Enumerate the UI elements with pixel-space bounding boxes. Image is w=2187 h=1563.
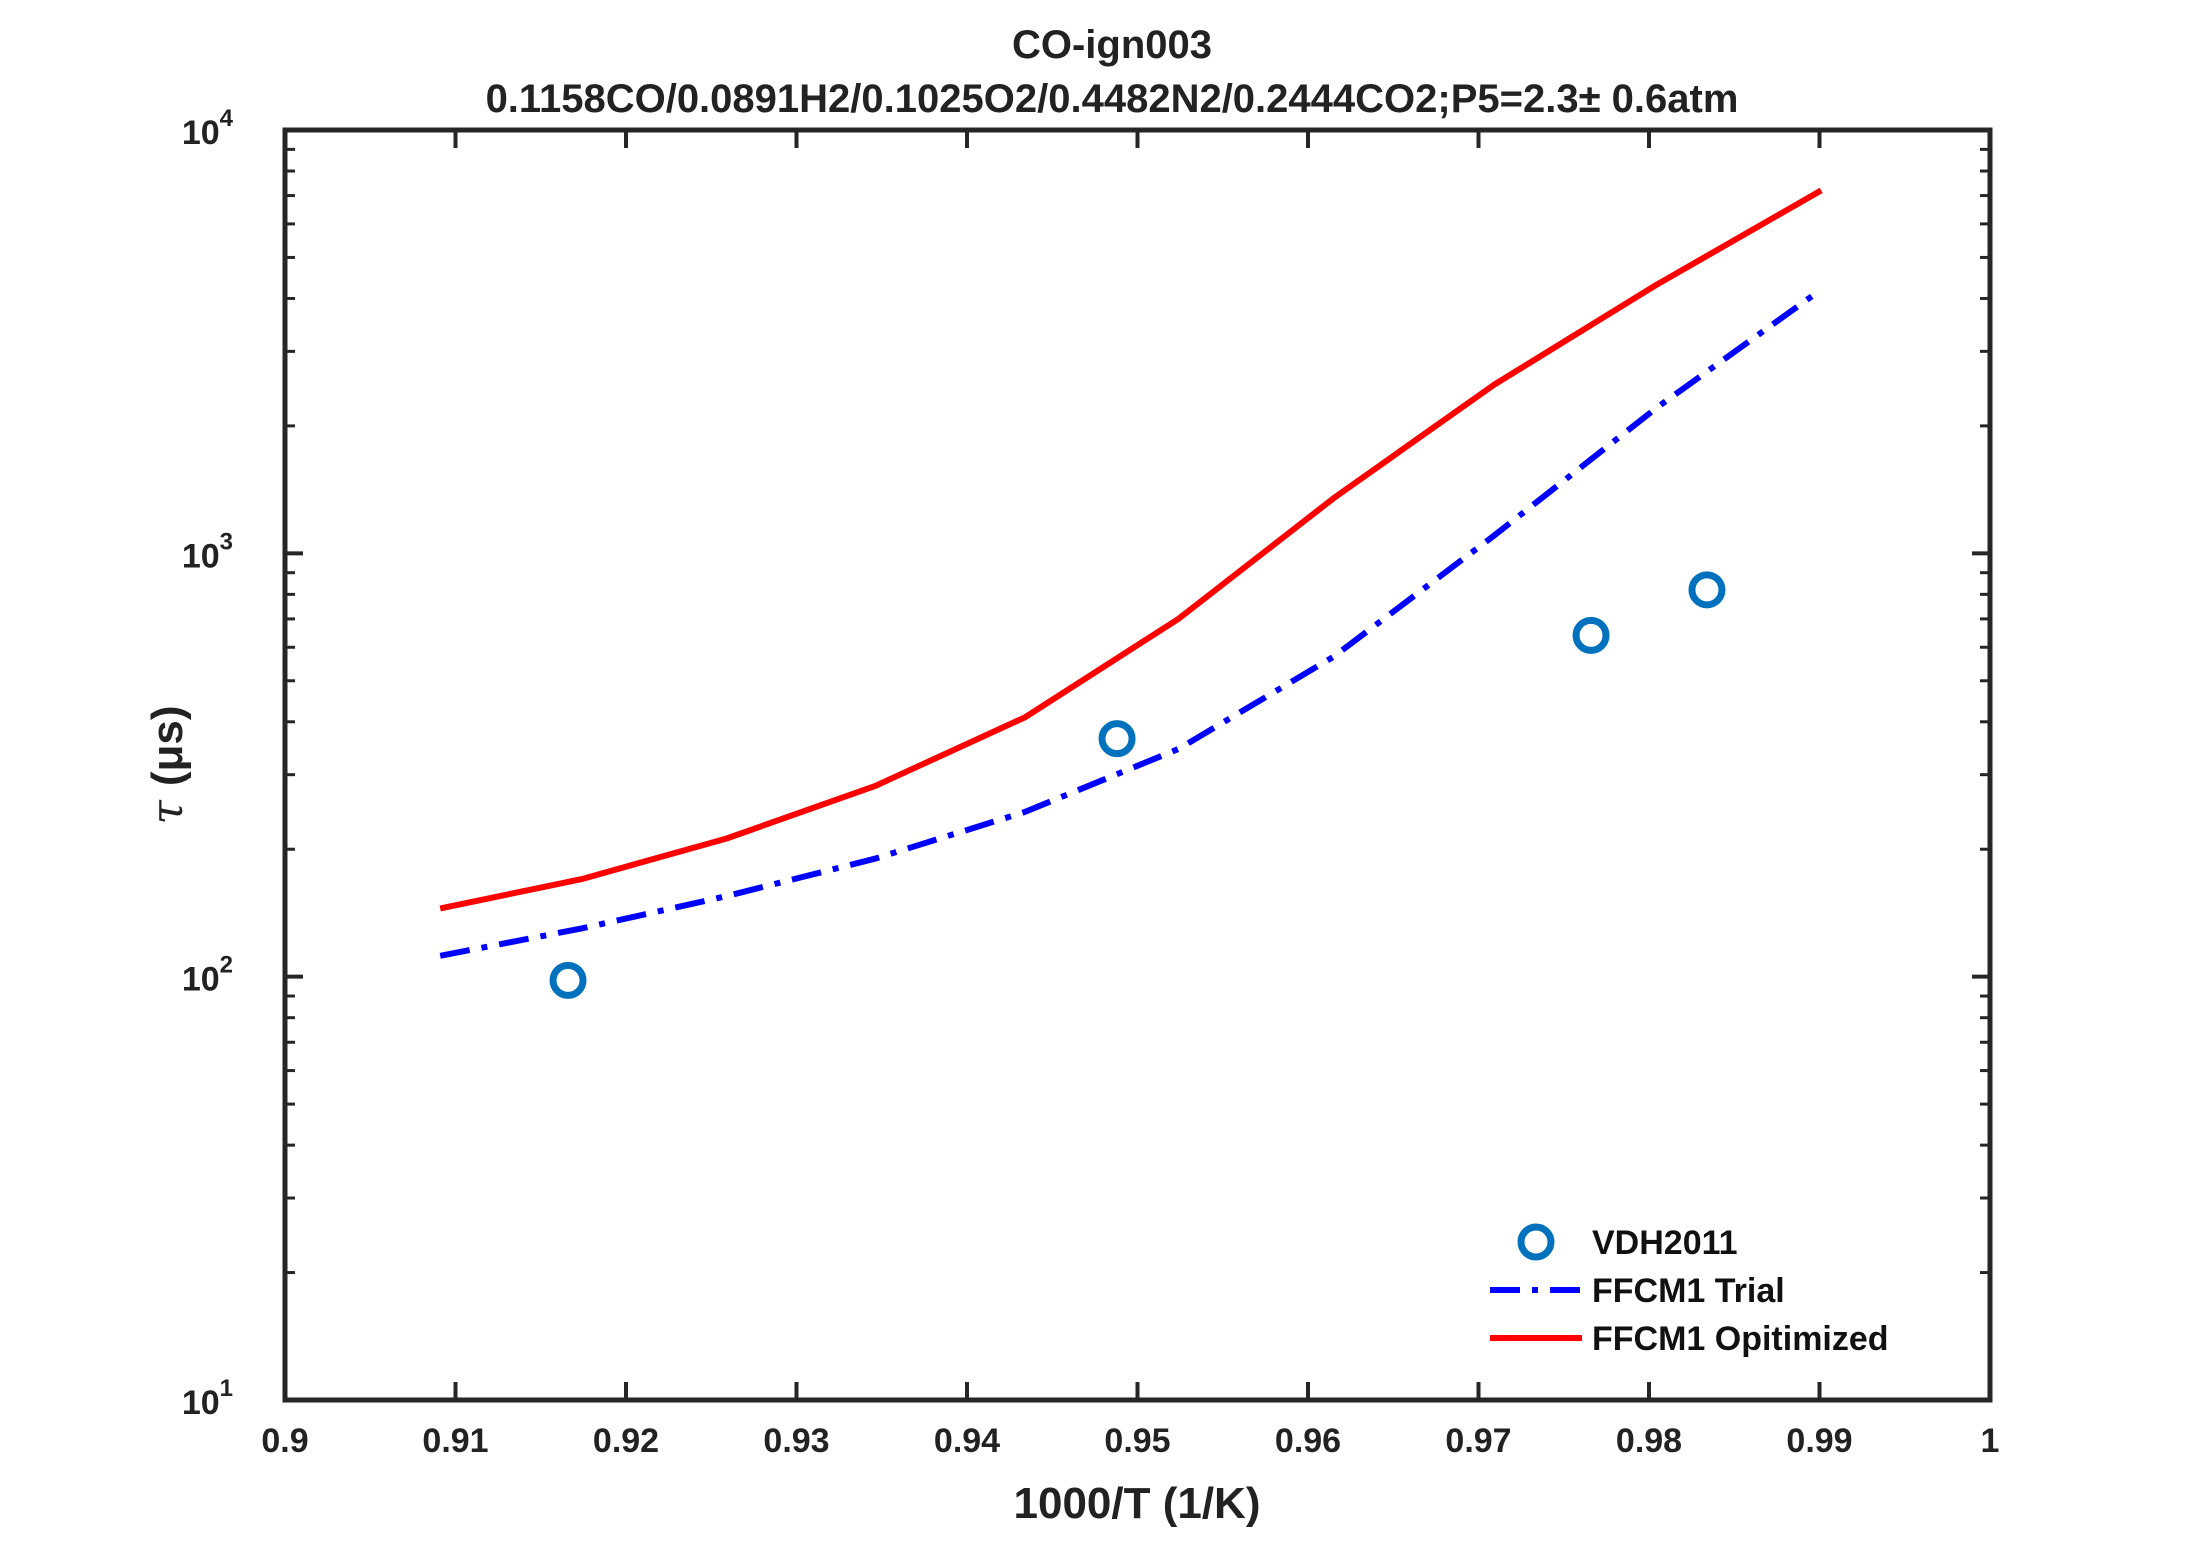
plot-frame <box>282 127 1993 1403</box>
y-tick-exponent: 4 <box>220 105 234 132</box>
legend-label: VDH2011 <box>1592 1224 1738 1262</box>
x-tick-labels: 0.9 0.91 0.92 0.93 0.94 0.95 0.96 0.97 0.98 0.99 1 <box>261 1422 1999 1460</box>
x-tick-label: 0.97 <box>1445 1422 1511 1460</box>
x-tick-label: 0.91 <box>422 1422 488 1460</box>
data-point <box>1688 571 1726 609</box>
x-tick-label: 1 <box>1981 1422 2000 1460</box>
chart-title: CO-ign003 <box>1012 23 1212 67</box>
series-line <box>439 287 1823 959</box>
y-tick-exponent: 1 <box>220 1375 233 1402</box>
x-tick-label: 0.94 <box>934 1422 1000 1460</box>
legend-label: FFCM1 Opitimized <box>1592 1320 1889 1358</box>
y-tick-label: 103 <box>182 528 233 575</box>
legend-marker <box>1517 1223 1555 1261</box>
x-tick-label: 0.96 <box>1275 1422 1341 1460</box>
data-point <box>1098 720 1136 758</box>
series-line <box>439 187 1823 912</box>
y-tick-exponent: 2 <box>220 952 233 979</box>
legend-label: FFCM1 Trial <box>1592 1272 1785 1310</box>
legend: VDH2011 FFCM1 Trial FFCM1 Opitimized <box>1490 1223 1889 1358</box>
y-tick-label: 104 <box>182 105 234 152</box>
y-tick-label: 102 <box>182 952 233 999</box>
y-tick-base: 10 <box>182 1384 220 1422</box>
data-point <box>549 961 587 999</box>
x-tick-label: 0.93 <box>763 1422 829 1460</box>
y-tick-label: 101 <box>182 1375 233 1422</box>
y-tick-base: 10 <box>182 537 220 575</box>
x-axis-label: 1000/T (1/K) <box>1014 1479 1261 1528</box>
x-tick-label: 0.92 <box>593 1422 659 1460</box>
y-axis-label: τ (μs) <box>142 705 193 824</box>
x-tick-label: 0.98 <box>1616 1422 1682 1460</box>
chart-subtitle: 0.1158CO/0.0891H2/0.1025O2/0.4482N2/0.24… <box>486 77 1739 121</box>
y-axis-label-symbol: τ <box>142 800 193 825</box>
x-tick-label: 0.95 <box>1104 1422 1170 1460</box>
y-axis-label-unit: (μs) <box>143 705 192 786</box>
y-tick-base: 10 <box>182 114 220 152</box>
series-layer <box>439 187 1823 999</box>
x-tick-label: 0.9 <box>261 1422 308 1460</box>
data-point <box>1572 616 1610 654</box>
y-tick-base: 10 <box>182 961 220 999</box>
y-tick-exponent: 3 <box>220 528 233 555</box>
x-tick-label: 0.99 <box>1786 1422 1852 1460</box>
